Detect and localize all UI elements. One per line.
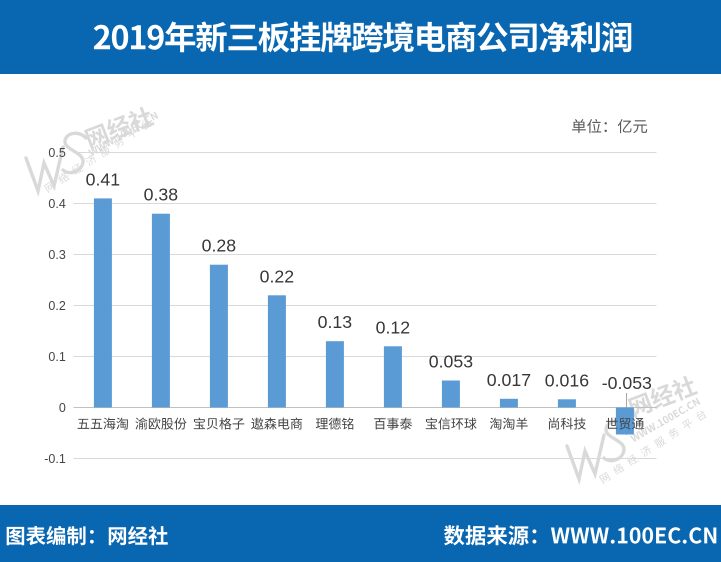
- svg-text:0.5: 0.5: [48, 146, 65, 160]
- svg-text:0.22: 0.22: [260, 266, 294, 286]
- svg-text:-0.1: -0.1: [44, 452, 66, 466]
- svg-text:0.41: 0.41: [86, 169, 120, 189]
- svg-text:-0.053: -0.053: [602, 373, 652, 393]
- svg-text:0.1: 0.1: [48, 350, 65, 364]
- svg-text:0.3: 0.3: [48, 248, 65, 262]
- svg-text:0.016: 0.016: [545, 370, 589, 390]
- svg-text:0.38: 0.38: [144, 185, 179, 205]
- svg-text:0.13: 0.13: [318, 312, 353, 332]
- svg-text:0.2: 0.2: [48, 299, 65, 313]
- svg-text:0.053: 0.053: [429, 352, 473, 372]
- svg-text:0.28: 0.28: [202, 236, 237, 256]
- svg-text:0.017: 0.017: [487, 370, 531, 390]
- svg-text:0: 0: [59, 401, 66, 415]
- svg-text:0.4: 0.4: [48, 197, 65, 211]
- svg-text:0.12: 0.12: [376, 317, 410, 337]
